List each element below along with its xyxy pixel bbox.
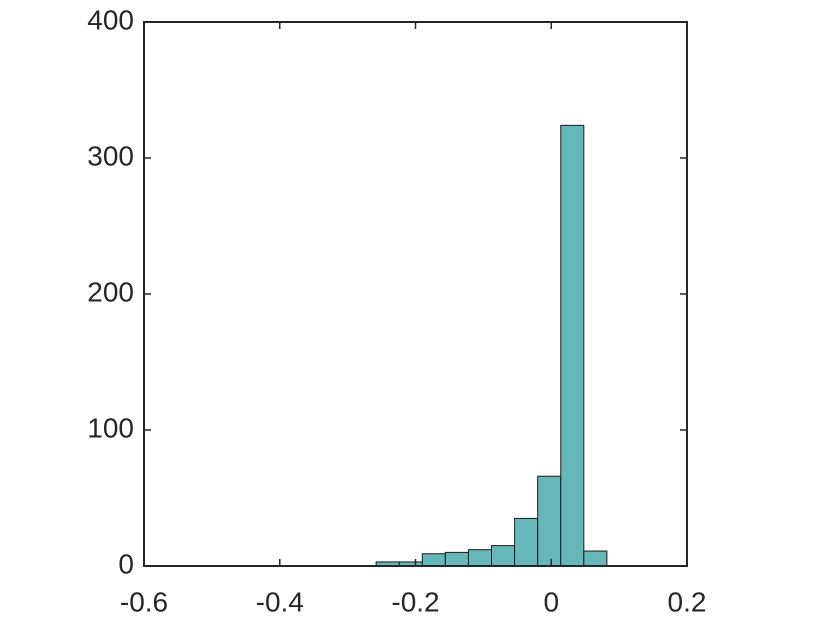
bar [444, 551, 469, 567]
y-tick-label: 300 [87, 140, 134, 171]
x-tick-label: 0.2 [668, 586, 707, 617]
bar [560, 124, 585, 567]
axes-box [143, 21, 688, 567]
bar [491, 545, 516, 567]
y-tick-label: 200 [87, 276, 134, 307]
y-tick-label: 0 [118, 548, 134, 579]
y-tick-label: 100 [87, 412, 134, 443]
x-tick-label: -0.2 [391, 586, 439, 617]
x-tick-label: -0.4 [256, 586, 304, 617]
bar [467, 549, 493, 567]
x-tick-label: -0.6 [120, 586, 168, 617]
bar [537, 475, 562, 567]
y-tick-label: 400 [87, 4, 134, 35]
bar [583, 550, 608, 567]
bar [514, 517, 539, 567]
x-tick-label: 0 [543, 586, 559, 617]
bar [421, 553, 446, 567]
